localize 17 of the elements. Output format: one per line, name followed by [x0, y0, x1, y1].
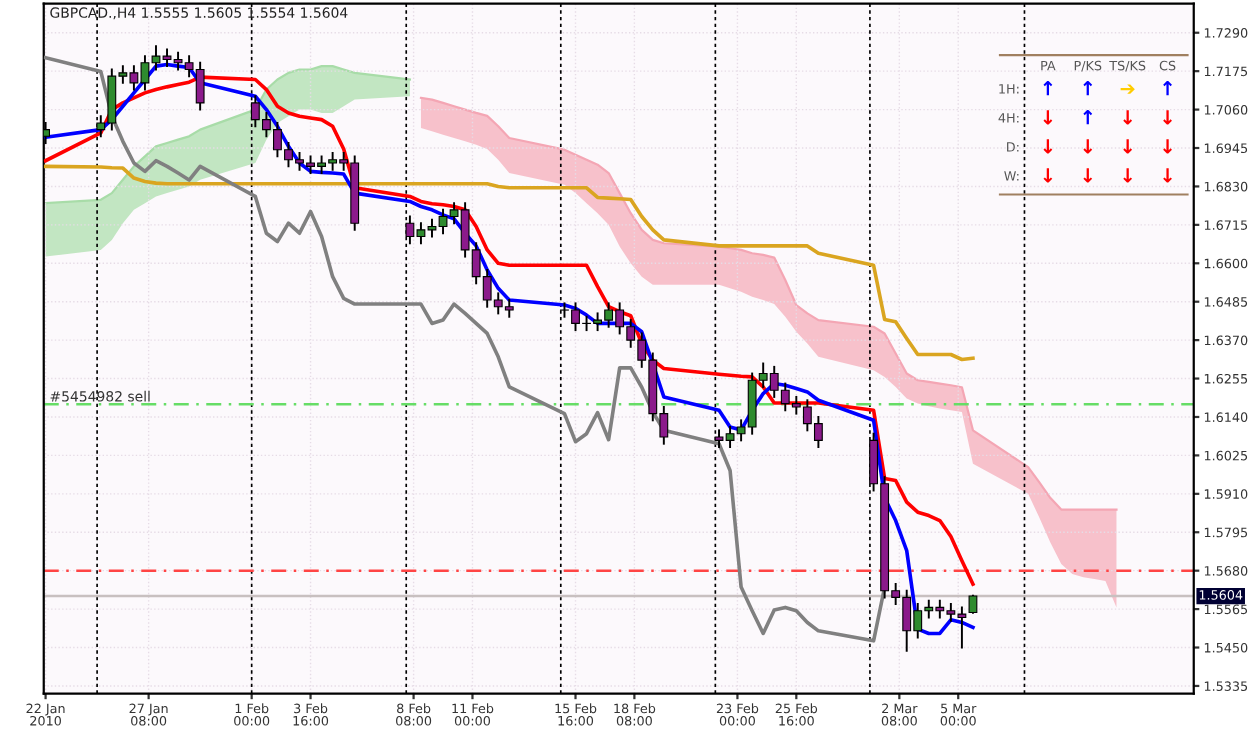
text: ↓: [1043, 139, 1053, 154]
text: ↓: [1163, 168, 1172, 183]
text: ➔: [1120, 84, 1135, 94]
text: ↑: [1083, 110, 1093, 125]
text: ↓: [1043, 110, 1053, 125]
text: ↑: [1043, 81, 1053, 96]
text: ↓: [1123, 139, 1133, 154]
text: ↓: [1123, 110, 1133, 125]
text: ↓: [1083, 168, 1093, 183]
text: ↓: [1123, 168, 1133, 183]
line-series: [43, 164, 975, 362]
text: ↓: [1163, 110, 1172, 125]
text: ↓: [1163, 139, 1172, 154]
text: ↑: [1163, 81, 1172, 96]
text: ↑: [1083, 81, 1093, 96]
text: ↓: [1083, 139, 1093, 154]
text: ↓: [1043, 168, 1053, 183]
